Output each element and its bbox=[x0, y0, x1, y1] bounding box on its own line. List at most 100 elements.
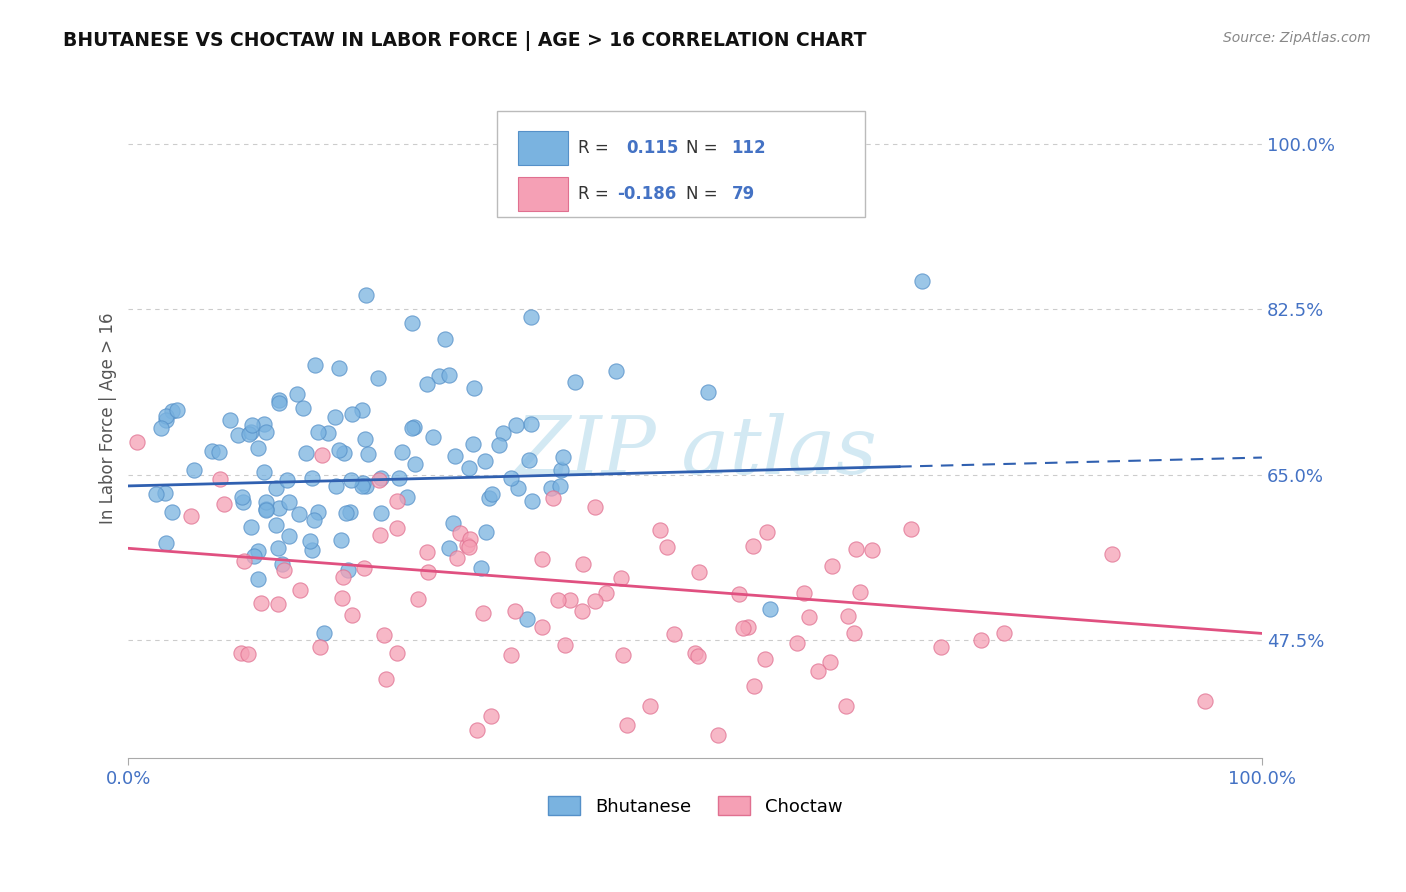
Point bbox=[969, 633, 991, 648]
Point bbox=[439, 368, 461, 382]
Point bbox=[302, 513, 325, 527]
Point bbox=[354, 478, 377, 492]
Point bbox=[312, 626, 335, 640]
Point bbox=[240, 425, 263, 439]
Point bbox=[541, 491, 564, 505]
Point bbox=[737, 620, 759, 634]
Point bbox=[517, 453, 540, 467]
Point bbox=[612, 648, 634, 662]
Point bbox=[499, 648, 522, 662]
Point bbox=[688, 648, 710, 663]
Point bbox=[488, 438, 510, 452]
Point bbox=[655, 540, 678, 554]
Point bbox=[269, 500, 291, 515]
Y-axis label: In Labor Force | Age > 16: In Labor Force | Age > 16 bbox=[100, 312, 117, 524]
Point bbox=[441, 516, 464, 530]
Point bbox=[758, 601, 780, 615]
Point bbox=[254, 425, 277, 440]
Point bbox=[458, 540, 481, 554]
Text: ZIP atlas: ZIP atlas bbox=[513, 413, 876, 491]
Point bbox=[332, 570, 354, 584]
Point bbox=[267, 598, 290, 612]
Point bbox=[508, 482, 530, 496]
Point bbox=[835, 699, 858, 714]
Point bbox=[291, 401, 314, 416]
Point bbox=[530, 619, 553, 633]
Point bbox=[1101, 547, 1123, 561]
Point bbox=[236, 647, 259, 661]
Legend: Bhutanese, Choctaw: Bhutanese, Choctaw bbox=[540, 789, 849, 823]
Text: R =: R = bbox=[578, 185, 614, 202]
Point bbox=[742, 539, 765, 553]
Point bbox=[683, 646, 706, 660]
Point bbox=[900, 522, 922, 536]
Point bbox=[478, 491, 501, 505]
Point bbox=[404, 457, 426, 471]
Point bbox=[585, 594, 607, 608]
Point bbox=[250, 596, 273, 610]
Point bbox=[492, 425, 515, 440]
Point bbox=[516, 612, 538, 626]
Text: N =: N = bbox=[686, 138, 723, 157]
Point bbox=[254, 503, 277, 517]
Point bbox=[550, 462, 572, 476]
Point bbox=[356, 288, 378, 302]
Point bbox=[276, 473, 298, 487]
Point bbox=[228, 428, 250, 442]
Point bbox=[616, 718, 638, 732]
Point bbox=[456, 538, 478, 552]
Point bbox=[929, 640, 952, 655]
Point bbox=[350, 403, 373, 417]
Point bbox=[183, 462, 205, 476]
Point bbox=[471, 606, 494, 620]
Point bbox=[519, 310, 541, 324]
Point bbox=[150, 420, 173, 434]
Point bbox=[180, 509, 202, 524]
Point bbox=[519, 417, 541, 431]
Text: -0.186: -0.186 bbox=[617, 185, 676, 202]
Point bbox=[416, 565, 439, 579]
Point bbox=[662, 627, 685, 641]
Point bbox=[328, 361, 350, 376]
Point bbox=[818, 656, 841, 670]
Point bbox=[304, 358, 326, 372]
Point bbox=[307, 505, 329, 519]
Point bbox=[270, 557, 292, 571]
Point bbox=[352, 476, 374, 491]
FancyBboxPatch shape bbox=[519, 130, 568, 165]
Point bbox=[240, 417, 263, 432]
Point bbox=[340, 473, 363, 487]
Point bbox=[416, 377, 439, 392]
Point bbox=[246, 572, 269, 586]
Point bbox=[373, 628, 395, 642]
Point bbox=[402, 420, 425, 434]
Point bbox=[530, 552, 553, 566]
Point bbox=[387, 521, 409, 535]
Point bbox=[353, 561, 375, 575]
Point bbox=[247, 441, 270, 455]
Point bbox=[696, 384, 718, 399]
Point bbox=[288, 508, 311, 522]
FancyBboxPatch shape bbox=[496, 112, 865, 217]
Point bbox=[550, 479, 572, 493]
Point bbox=[583, 500, 606, 514]
Point bbox=[328, 442, 350, 457]
Point bbox=[368, 528, 391, 542]
Point bbox=[155, 536, 177, 550]
Point bbox=[443, 449, 465, 463]
Point bbox=[273, 563, 295, 577]
Point bbox=[401, 421, 423, 435]
Point bbox=[806, 664, 828, 678]
Point bbox=[572, 557, 595, 571]
Point bbox=[481, 487, 503, 501]
Point bbox=[499, 471, 522, 485]
Point bbox=[278, 529, 301, 543]
Point bbox=[595, 586, 617, 600]
Point bbox=[793, 586, 815, 600]
Point bbox=[254, 495, 277, 509]
Point bbox=[799, 610, 821, 624]
Point bbox=[264, 481, 287, 495]
Text: BHUTANESE VS CHOCTAW IN LABOR FORCE | AGE > 16 CORRELATION CHART: BHUTANESE VS CHOCTAW IN LABOR FORCE | AG… bbox=[63, 31, 866, 51]
Point bbox=[408, 591, 430, 606]
Point bbox=[842, 625, 865, 640]
